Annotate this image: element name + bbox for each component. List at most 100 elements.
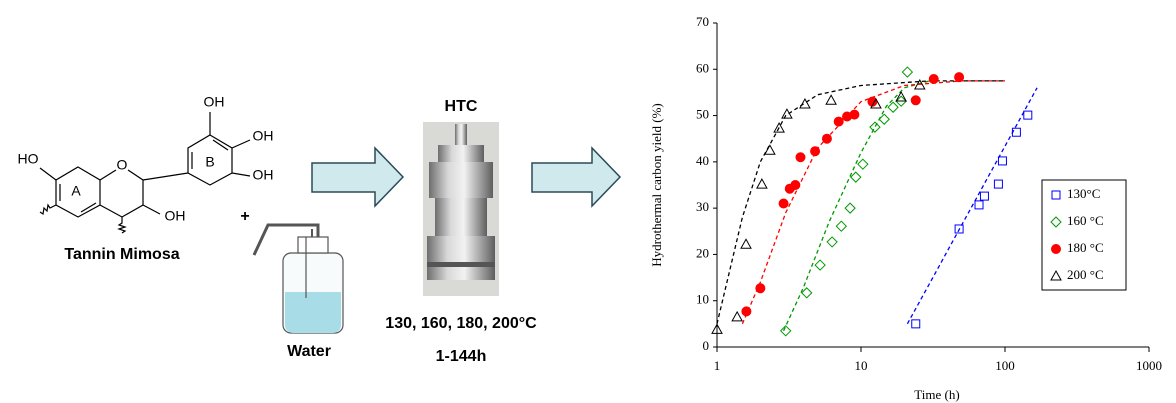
data-point	[711, 323, 723, 334]
y-tick-label: 50	[696, 107, 709, 122]
data-point	[740, 238, 752, 249]
data-point	[801, 287, 813, 299]
ring-c	[99, 169, 144, 218]
data-point	[869, 121, 881, 133]
data-point	[887, 101, 899, 113]
arrow	[531, 146, 622, 208]
wash-bottle	[252, 223, 344, 334]
data-point	[731, 310, 743, 322]
x-tick-label: 10	[855, 358, 868, 373]
legend-label: 180 °C	[1067, 240, 1104, 255]
data-point	[849, 109, 860, 120]
y-axis-title: Hydrothermal carbon yield (%)	[649, 103, 664, 267]
x-tick-label: 1000	[1136, 358, 1162, 373]
data-point	[1011, 127, 1021, 137]
reactor-photo	[423, 122, 499, 296]
plus: +	[240, 208, 249, 225]
bond	[231, 172, 251, 177]
data-point	[756, 178, 768, 189]
data-point	[895, 91, 907, 102]
data-point	[997, 156, 1007, 166]
data-point	[979, 191, 989, 201]
data-point	[1023, 110, 1033, 120]
bond	[142, 204, 161, 215]
data-point	[781, 108, 793, 119]
arrow	[311, 146, 405, 208]
data-point	[826, 236, 838, 248]
data-point	[954, 224, 964, 234]
data-point	[741, 306, 752, 317]
label: OH	[253, 167, 274, 183]
data-point	[821, 133, 832, 144]
fit-line	[906, 87, 1038, 325]
molecule	[39, 112, 251, 234]
data-point	[857, 158, 869, 170]
label: A	[71, 183, 81, 199]
data-point	[799, 97, 811, 109]
data-point	[814, 259, 826, 271]
label: OH	[253, 128, 274, 144]
legend-marker	[1051, 244, 1061, 254]
process-label: HTC	[445, 98, 478, 115]
label: OH	[204, 94, 225, 110]
y-tick-label: 60	[696, 60, 709, 75]
chart: Time (h) Hydrothermal carbon yield (%) 0…	[649, 14, 1162, 402]
legend-marker	[1050, 216, 1062, 228]
data-point	[795, 152, 806, 163]
legend-label: 160 °C	[1067, 213, 1104, 228]
x-axis-title: Time (h)	[914, 387, 959, 402]
data-point	[825, 94, 837, 105]
bond	[39, 167, 57, 181]
data-point	[810, 146, 821, 157]
label: B	[205, 154, 214, 170]
legend-label: 200 °C	[1067, 267, 1104, 282]
data-point	[850, 171, 862, 183]
data-point	[835, 220, 848, 232]
bond	[80, 202, 97, 213]
y-tick-label: 10	[696, 292, 709, 307]
data-point	[928, 74, 939, 85]
data-point	[779, 325, 792, 337]
data-point	[773, 122, 785, 133]
wavy-bond	[117, 217, 127, 234]
data-point	[844, 202, 856, 214]
data-point	[790, 180, 801, 190]
bond	[99, 169, 117, 181]
label: HO	[18, 151, 39, 167]
data-point	[954, 72, 965, 83]
wavy-bond	[39, 203, 57, 216]
bond	[212, 139, 229, 151]
data-point	[764, 144, 776, 155]
x-tick-label: 1	[714, 358, 721, 373]
data-point	[878, 113, 890, 125]
data-point	[870, 97, 882, 109]
bond	[231, 139, 251, 149]
data-point	[755, 283, 766, 294]
label: O	[117, 157, 128, 173]
data-point	[913, 78, 926, 90]
data-point	[911, 319, 921, 329]
y-tick-label: 70	[696, 14, 709, 29]
duration-label: 1-144h	[436, 348, 487, 365]
data-point	[993, 179, 1003, 189]
data-point	[895, 95, 907, 107]
temperature-label: 130, 160, 180, 200°C	[385, 315, 537, 332]
data-point	[833, 116, 844, 127]
y-tick-label: 40	[696, 153, 709, 168]
y-tick-label: 30	[696, 199, 709, 214]
y-tick-label: 20	[696, 245, 709, 260]
data-point	[974, 200, 984, 210]
data-point	[910, 95, 921, 106]
data-point	[778, 198, 789, 209]
label: OH	[165, 208, 186, 224]
legend-label: 130°C	[1067, 186, 1100, 201]
bond	[142, 172, 189, 181]
x-tick-label: 100	[995, 358, 1015, 373]
fit-line	[741, 80, 1005, 325]
water-label: Water	[287, 343, 331, 360]
legend-marker	[1050, 269, 1062, 281]
data-point	[901, 66, 914, 78]
compound-name: Tannin Mimosa	[64, 246, 179, 263]
y-tick-label: 0	[703, 338, 710, 353]
